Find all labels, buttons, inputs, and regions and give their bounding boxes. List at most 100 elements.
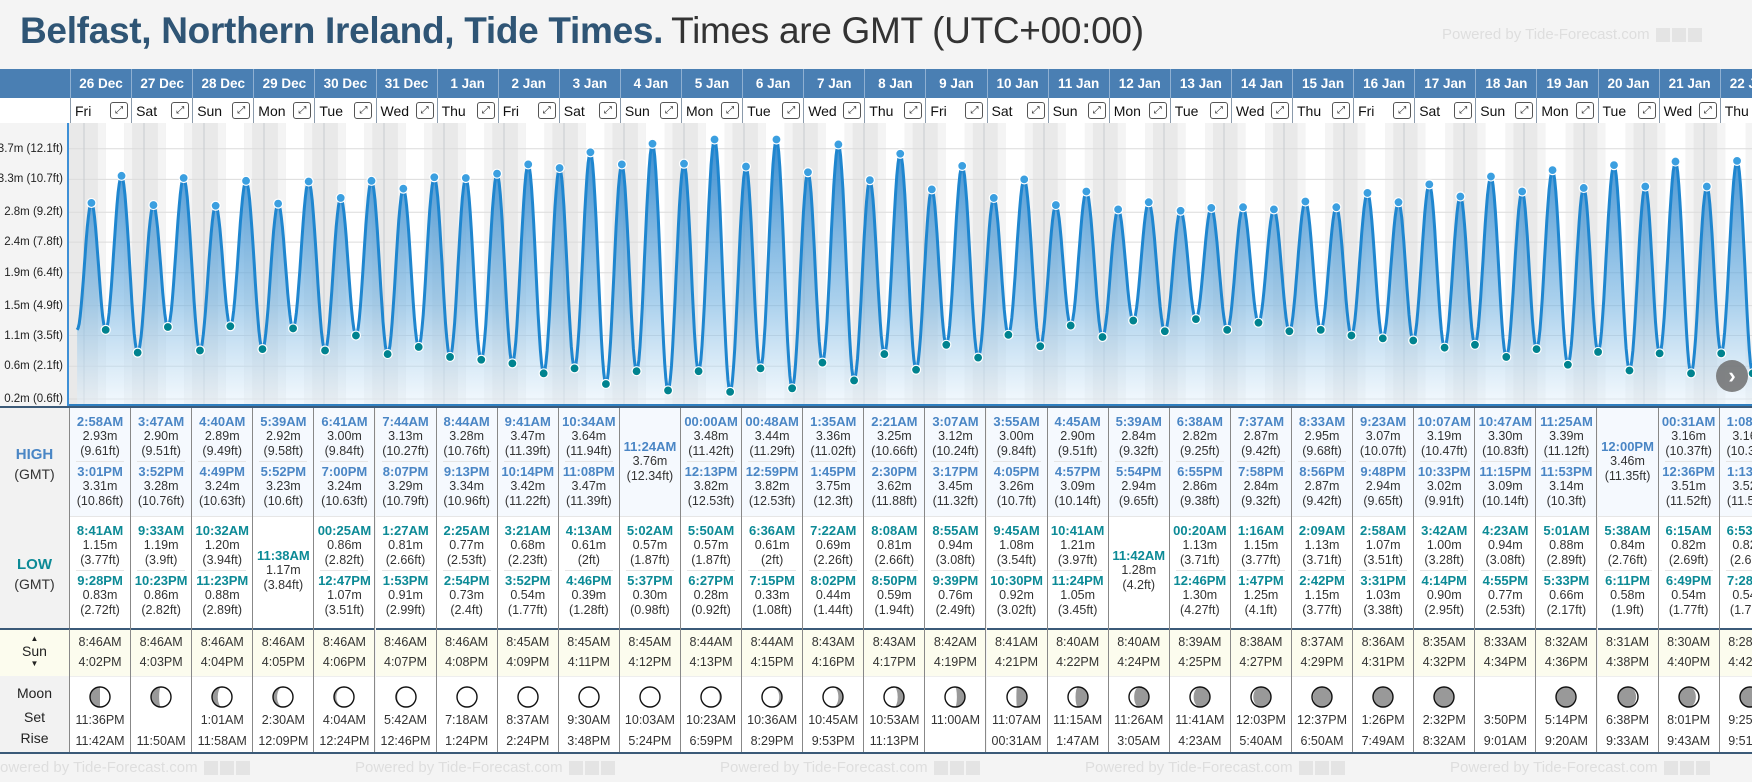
moonrise-time: 11:58AM xyxy=(197,734,247,748)
expand-day-icon[interactable]: ⤢ xyxy=(1332,102,1351,119)
sunset-time: 4:42PM xyxy=(1728,655,1752,669)
expand-day-icon[interactable]: ⤢ xyxy=(1209,102,1228,119)
tide-height-ft: (11.39ft) xyxy=(504,444,551,458)
tide-area xyxy=(77,139,1752,406)
expand-day-icon[interactable]: ⤢ xyxy=(904,102,923,119)
tide-time: 4:13AM xyxy=(565,523,612,538)
expand-day-icon[interactable]: ⤢ xyxy=(415,102,434,119)
tide-height-ft: (10.14ft) xyxy=(1482,494,1529,508)
entry-divider xyxy=(320,570,369,571)
sunrise-time: 8:46AM xyxy=(200,635,244,649)
moon-cell: 10:36AM 8:29PM xyxy=(742,676,803,752)
tide-logo-icon xyxy=(1655,27,1702,42)
moonset-time: 8:01PM xyxy=(1667,713,1711,727)
moon-phase-icon xyxy=(639,686,661,708)
low-tide-point xyxy=(662,385,674,396)
expand-day-icon[interactable]: ⤢ xyxy=(1698,102,1717,119)
high-tides-cell: 8:44AM 3.28m (10.76ft) 9:13PM 3.34m (10.96ft) xyxy=(436,408,497,516)
entry-divider xyxy=(137,461,186,462)
sunrise-time: 8:32AM xyxy=(1544,635,1588,649)
day-column: 10:47AM 3.30m (10.83ft) 11:15PM 3.09m (10.14f… xyxy=(1475,408,1537,752)
expand-day-icon[interactable]: ⤢ xyxy=(354,102,373,119)
expand-day-icon[interactable]: ⤢ xyxy=(232,102,251,119)
tide-height-m: 3.52m xyxy=(1732,479,1752,493)
low-tide-point xyxy=(225,321,236,332)
day-column: 12:00PM 3.46m (11.35ft) 5:38AM 0.84m (2.76ft)… xyxy=(1597,408,1659,752)
expand-day-icon[interactable]: ⤢ xyxy=(537,102,556,119)
tide-time: 3:52PM xyxy=(504,573,551,588)
tide-height-ft: (9.32ft) xyxy=(1118,444,1159,458)
expand-day-icon[interactable]: ⤢ xyxy=(1454,102,1473,119)
low-tide-entry: 5:37PM 0.30m (0.98ft) xyxy=(620,573,680,618)
entry-divider xyxy=(198,461,247,462)
moon-cell: 11:41AM 4:23AM xyxy=(1169,676,1230,752)
tide-time: 00:20AM xyxy=(1173,523,1227,538)
high-tides-cell: 3:47AM 2.90m (9.51ft) 3:52PM 3.28m (10.76ft) xyxy=(131,408,192,516)
expand-day-icon[interactable]: ⤢ xyxy=(598,102,617,119)
expand-day-icon[interactable]: ⤢ xyxy=(1515,102,1534,119)
tide-time: 11:25AM xyxy=(1540,414,1593,429)
high-tide-point xyxy=(491,168,503,179)
tide-time: 00:48AM xyxy=(745,414,799,429)
expand-day-icon[interactable]: ⤢ xyxy=(1270,102,1289,119)
sunset-time: 4:32PM xyxy=(1422,655,1466,669)
sunset-time: 4:12PM xyxy=(628,655,672,669)
tide-height-ft: (2.89ft) xyxy=(202,603,243,617)
expand-day-icon[interactable]: ⤢ xyxy=(659,102,678,119)
expand-day-icon[interactable]: ⤢ xyxy=(110,102,129,119)
twilight-band xyxy=(1657,123,1666,406)
expand-day-icon[interactable]: ⤢ xyxy=(782,102,801,119)
tide-height-m: 1.08m xyxy=(999,538,1034,552)
tide-time: 3:31PM xyxy=(1360,573,1406,588)
day-column: 5:39AM 2.92m (9.58ft) 5:52PM 3.23m (10.6ft) 11… xyxy=(253,408,315,752)
low-tide-point xyxy=(1284,326,1295,337)
low-tide-point xyxy=(973,352,984,363)
expand-day-icon[interactable]: ⤢ xyxy=(1148,102,1167,119)
high-tide-entry: 8:33AM 2.95m (9.68ft) xyxy=(1292,414,1352,459)
day-column: 9:23AM 3.07m (10.07ft) 9:48PM 2.94m (9.65ft) 2… xyxy=(1353,408,1415,752)
day-column: 4:45AM 2.90m (9.51ft) 4:57PM 3.09m (10.14ft) 1… xyxy=(1047,408,1109,752)
next-days-button[interactable]: › xyxy=(1716,360,1748,392)
high-tide-point xyxy=(1331,202,1342,213)
tide-time: 6:55PM xyxy=(1177,464,1223,479)
tide-height-ft: (2.49ft) xyxy=(935,603,976,617)
expand-day-icon[interactable]: ⤢ xyxy=(171,102,190,119)
sunrise-time: 8:45AM xyxy=(567,635,611,649)
expand-day-icon[interactable]: ⤢ xyxy=(1393,102,1412,119)
expand-day-icon[interactable]: ⤢ xyxy=(1576,102,1595,119)
sunrise-time: 8:41AM xyxy=(995,635,1039,649)
low-tide-point xyxy=(1562,359,1573,370)
tide-height-m: 2.90m xyxy=(1060,429,1096,443)
high-tide-entry: 8:44AM 3.28m (10.76ft) xyxy=(437,414,497,459)
sunrise-time: 8:36AM xyxy=(1361,635,1405,649)
expand-day-icon[interactable]: ⤢ xyxy=(843,102,862,119)
twilight-band xyxy=(817,123,826,406)
tide-time: 9:41AM xyxy=(504,414,551,429)
high-tide-point xyxy=(1517,186,1528,197)
expand-day-icon[interactable]: ⤢ xyxy=(476,102,495,119)
tide-time: 12:36PM xyxy=(1662,464,1716,479)
tide-height-m: 2.84m xyxy=(1121,429,1157,443)
expand-day-icon[interactable]: ⤢ xyxy=(1087,102,1106,119)
tide-height-m: 0.94m xyxy=(1487,538,1523,552)
tide-height-ft: (2.17ft) xyxy=(1546,603,1587,617)
tide-height-ft: (12.3ft) xyxy=(813,494,854,508)
tide-time: 3:07AM xyxy=(932,414,979,429)
expand-day-icon[interactable]: ⤢ xyxy=(721,102,740,119)
entry-divider xyxy=(381,461,430,462)
expand-day-icon[interactable]: ⤢ xyxy=(965,102,984,119)
expand-day-icon[interactable]: ⤢ xyxy=(1637,102,1656,119)
low-tides-cell: 11:42AM 1.28m (4.2ft) xyxy=(1108,516,1169,628)
expand-day-icon[interactable]: ⤢ xyxy=(293,102,312,119)
expand-day-icon[interactable]: ⤢ xyxy=(1026,102,1045,119)
twilight-band xyxy=(604,123,613,406)
weekday-label: Sat xyxy=(991,102,1013,119)
tide-time: 7:00PM xyxy=(321,464,368,479)
day-column: 3:07AM 3.12m (10.24ft) 3:17PM 3.45m (11.32ft)… xyxy=(925,408,987,752)
tide-height-m: 0.77m xyxy=(1487,588,1523,602)
tide-height-m: 0.61m xyxy=(754,538,790,552)
weekday-header-row: Fri ⤢ Sat ⤢ Sun ⤢ Mon ⤢ Tue ⤢ Wed ⤢ Thu ⤢ Fri ⤢ Sat ⤢ Sun ⤢… xyxy=(0,98,1752,124)
date-header: 15 Jan xyxy=(1292,69,1353,98)
sun-times-cell: 8:37AM 4:29PM xyxy=(1292,628,1353,676)
weekday-label: Tue xyxy=(747,102,771,119)
